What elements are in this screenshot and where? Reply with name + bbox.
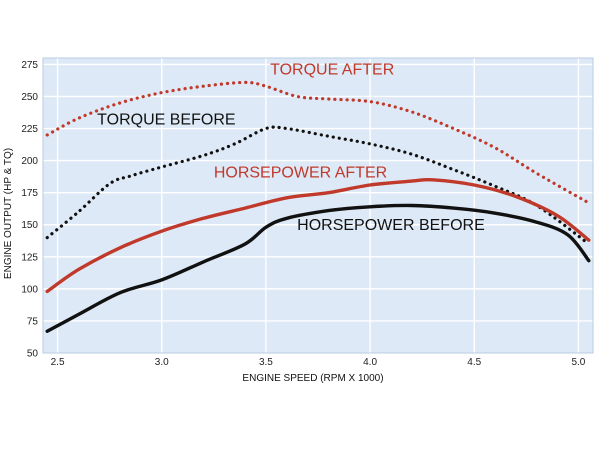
series-label-torque-after: TORQUE AFTER xyxy=(270,62,394,79)
series-layer xyxy=(45,80,591,333)
series-line-horsepower-after xyxy=(45,177,591,294)
series-line-torque-after xyxy=(45,80,591,205)
y-tick-label: 50 xyxy=(27,349,39,360)
y-tick-label: 100 xyxy=(21,284,38,295)
y-tick-label: 125 xyxy=(21,252,38,263)
y-tick-label: 250 xyxy=(21,92,38,103)
series-line-horsepower-before xyxy=(45,203,591,333)
series-label-horsepower-after: HORSEPOWER AFTER xyxy=(214,164,387,181)
series-label-horsepower-before: HORSEPOWER BEFORE xyxy=(297,217,485,234)
series-line-torque-before xyxy=(45,125,591,246)
x-tick-label: 4.0 xyxy=(363,357,377,368)
y-tick-label: 275 xyxy=(21,60,38,71)
y-tick-label: 225 xyxy=(21,124,38,135)
tick-labels: 2.5 3.0 3.5 4.0 4.5 5.0 50 75 100 125 150 175 200 225… xyxy=(21,60,585,368)
x-tick-label: 5.0 xyxy=(571,357,585,368)
plot-frame xyxy=(42,57,594,354)
plot-background xyxy=(43,58,593,353)
x-tick-label: 3.0 xyxy=(155,357,169,368)
x-tick-label: 4.5 xyxy=(467,357,481,368)
x-tick-label: 2.5 xyxy=(51,357,65,368)
x-axis-title: ENGINE SPEED (RPM X 1000) xyxy=(242,373,383,384)
y-tick-label: 175 xyxy=(21,188,38,199)
series-labels: TORQUE AFTER TORQUE BEFORE HORSEPOWER AFTE… xyxy=(97,62,485,234)
series-label-torque-before: TORQUE BEFORE xyxy=(97,112,235,129)
y-axis-title: ENGINE OUTPUT (HP & TQ) xyxy=(3,148,14,279)
y-tick-label: 200 xyxy=(21,156,38,167)
x-tick-label: 3.5 xyxy=(259,357,273,368)
y-tick-label: 75 xyxy=(27,316,39,327)
y-tick-label: 150 xyxy=(21,220,38,231)
